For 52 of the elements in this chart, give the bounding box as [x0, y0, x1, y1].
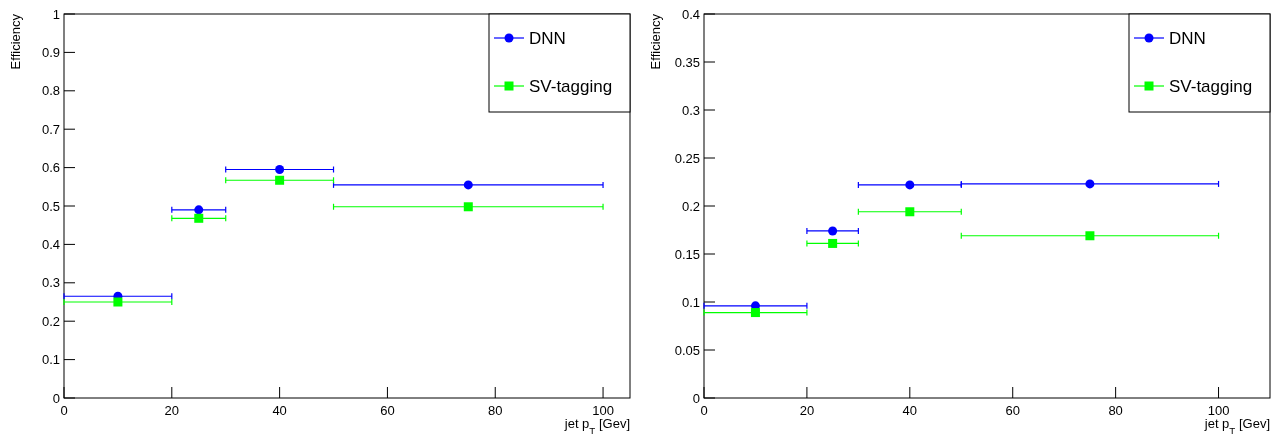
y-tick-label: 0.7: [41, 121, 60, 137]
point: [463, 180, 473, 190]
x-tick-label: 60: [1005, 403, 1020, 418]
point: [463, 202, 473, 212]
x-tick-label: 100: [1207, 403, 1230, 418]
x-axis-title: jet p$_{T}$ [Gev]: [563, 416, 630, 436]
x-axis-title: jet p$_{T}$ [Gev]: [1203, 416, 1270, 436]
point: [905, 180, 915, 190]
y-axis-title: Efficiency: [648, 13, 663, 70]
point: [194, 205, 204, 215]
point: [275, 165, 285, 175]
y-tick-label: 0.2: [41, 313, 60, 329]
x-tick-label: 40: [902, 403, 918, 418]
y-tick-label: 0.05: [674, 342, 700, 358]
legend-label: SV-tagging: [529, 77, 613, 96]
y-tick-label: 0.1: [41, 352, 60, 368]
x-tick-label: 100: [592, 403, 614, 418]
x-tick-label: 40: [272, 403, 287, 418]
y-tick-label: 1: [52, 6, 60, 22]
point: [828, 238, 838, 248]
y-tick-label: 0.3: [41, 275, 60, 291]
y-tick-label: 0.1: [681, 294, 700, 310]
y-tick-label: 0: [52, 390, 60, 406]
y-axis-title: Efficiency: [8, 13, 23, 70]
point: [750, 308, 760, 318]
point: [275, 175, 285, 185]
y-tick-label: 0.25: [674, 150, 700, 166]
legend-label: DNN: [529, 29, 566, 48]
point: [905, 207, 915, 217]
y-tick-label: 0.6: [41, 160, 60, 176]
point: [1085, 231, 1095, 241]
y-tick-label: 0.2: [681, 198, 700, 214]
y-tick-label: 0.3: [681, 102, 700, 118]
y-tick-label: 0.35: [674, 54, 700, 70]
x-tick-label: 20: [799, 403, 815, 418]
y-tick-label: 0.9: [41, 44, 60, 60]
legend-label: SV-tagging: [1169, 77, 1253, 96]
x-tick-label: 80: [1108, 403, 1123, 418]
legend-label: DNN: [1169, 29, 1206, 48]
y-tick-label: 0.4: [41, 236, 60, 252]
point: [1085, 179, 1095, 189]
y-tick-label: 0.5: [41, 198, 60, 214]
y-tick-label: 0.8: [41, 83, 60, 99]
point: [194, 213, 204, 223]
y-tick-label: 0.4: [681, 6, 700, 22]
x-tick-label: 60: [380, 403, 395, 418]
y-tick-label: 0.15: [674, 246, 700, 262]
y-tick-label: 0: [692, 390, 700, 406]
point: [828, 226, 838, 236]
point: [113, 297, 123, 307]
x-tick-label: 20: [164, 403, 180, 418]
x-tick-label: 80: [488, 403, 503, 418]
